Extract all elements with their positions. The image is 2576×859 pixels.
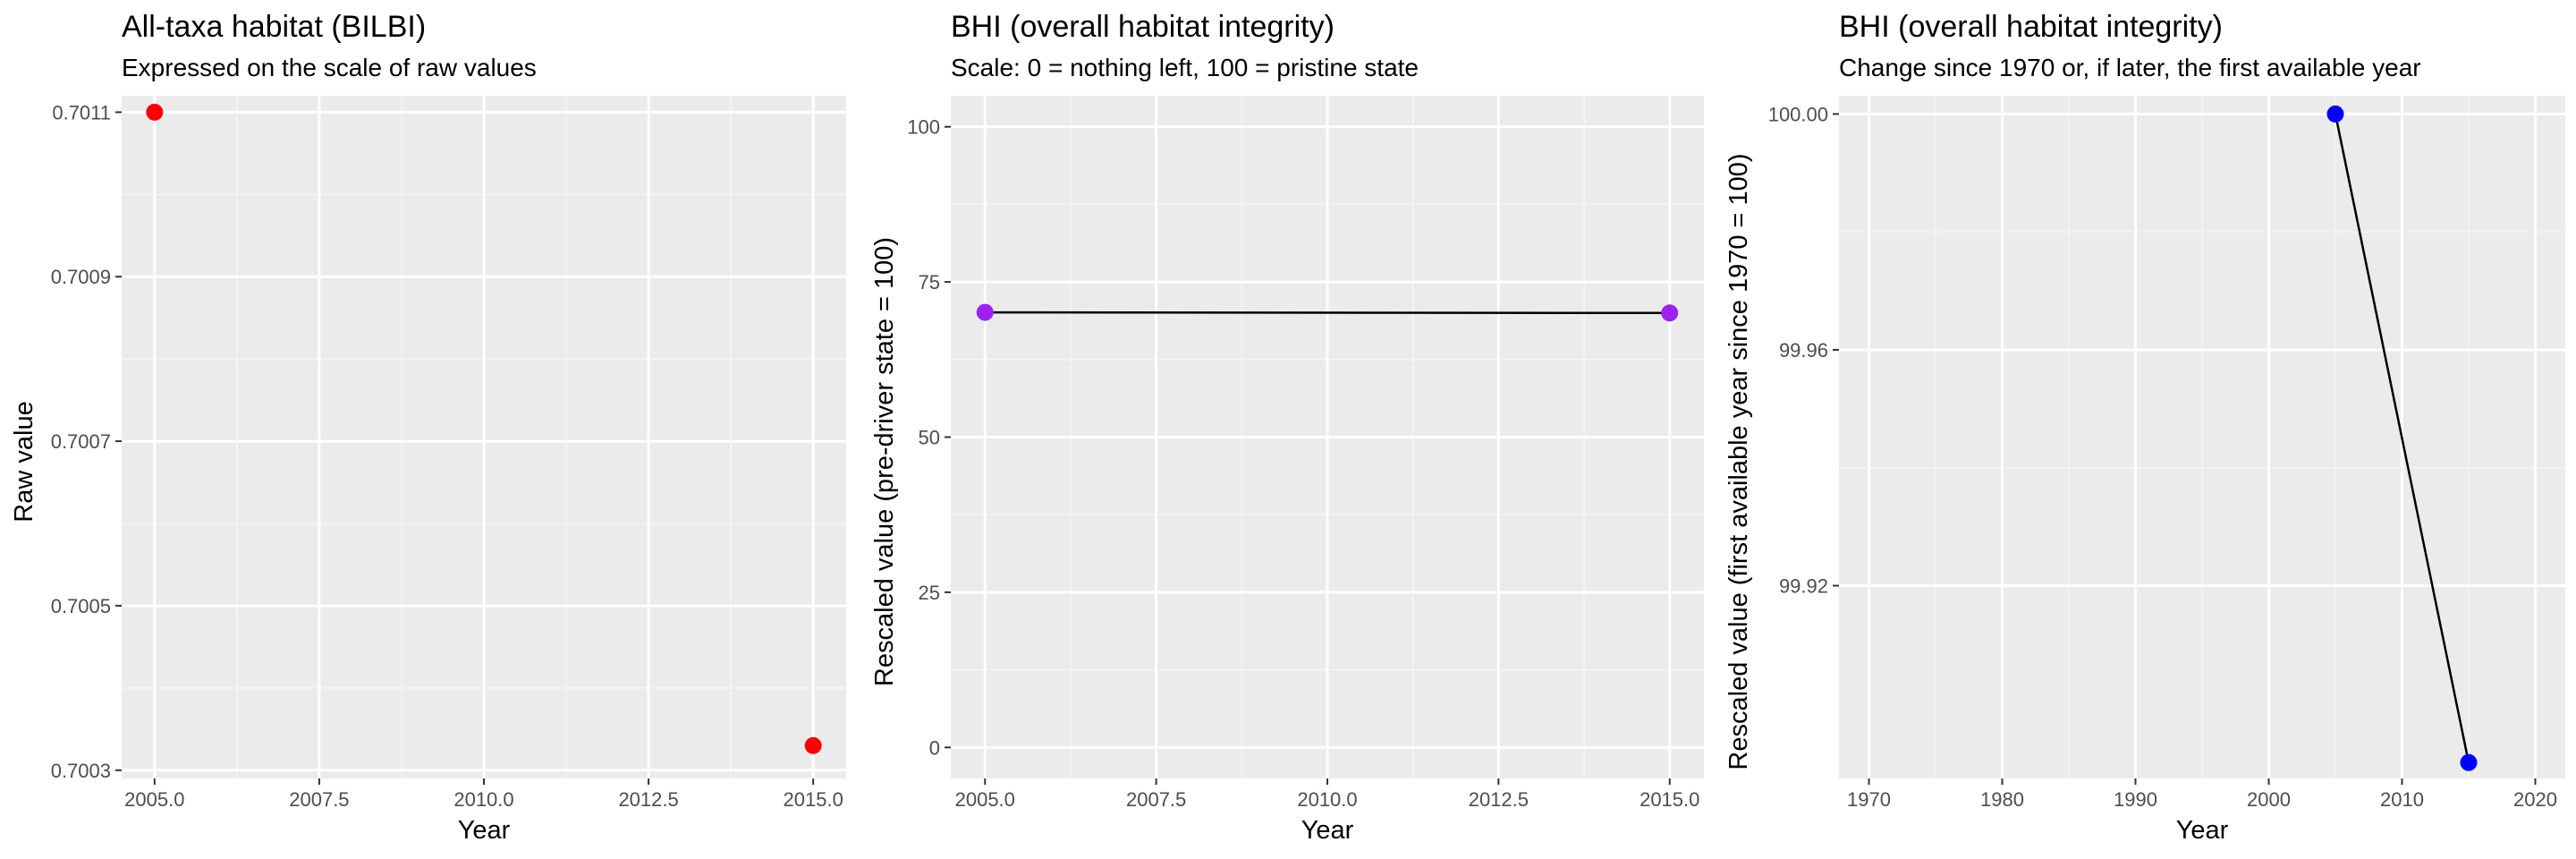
y-tick-label: 100.00 <box>1768 103 1828 125</box>
data-point <box>2460 753 2478 771</box>
y-tick-label: 0.7007 <box>51 430 111 453</box>
chart-panel-bhi-integrity: BHI (overall habitat integrity) Scale: 0… <box>870 10 1704 845</box>
x-tick-label: 2015.0 <box>784 788 843 811</box>
x-tick-label: 1990 <box>2114 788 2157 811</box>
y-tick-label: 99.92 <box>1779 575 1828 598</box>
y-tick-label: 100 <box>907 116 940 139</box>
series-line <box>2334 114 2470 763</box>
data-point <box>804 736 822 754</box>
x-axis-title: Year <box>458 816 511 845</box>
x-tick-label: 2012.5 <box>1469 788 1529 811</box>
x-tick-label: 2007.5 <box>289 788 349 811</box>
chart-panel-bilbi: All-taxa habitat (BILBI) Expressed on th… <box>10 10 846 845</box>
x-tick-label: 2005.0 <box>124 788 184 811</box>
chart-subtitle: Expressed on the scale of raw values <box>122 54 537 81</box>
x-tick-label: 2000 <box>2247 788 2291 811</box>
y-tick-label: 99.96 <box>1779 339 1828 361</box>
x-tick-label: 2005.0 <box>955 788 1015 811</box>
data-point <box>1661 304 1679 322</box>
plot-area: 2005.0 2007.5 2010.0 2012.5 2015.0 0.7003 0.70… <box>51 96 846 811</box>
y-tick-label: 25 <box>919 582 940 604</box>
y-tick-label: 0.7009 <box>51 266 111 288</box>
series-line <box>985 310 1670 315</box>
x-tick-label: 2015.0 <box>1640 788 1699 811</box>
y-axis-title: Rescaled value (first available year sin… <box>1724 153 1753 770</box>
data-point <box>976 303 994 321</box>
chart-panel-bhi-change: BHI (overall habitat integrity) Change s… <box>1724 10 2565 845</box>
chart-subtitle: Scale: 0 = nothing left, 100 = pristine … <box>951 54 1419 81</box>
data-point <box>2326 105 2344 123</box>
x-tick-label: 2010.0 <box>453 788 513 811</box>
x-axis-title: Year <box>1301 816 1354 845</box>
plot-area: 1970 1980 1990 2000 2010 2020 99.92 99.96 100.00 <box>1768 96 2565 811</box>
x-axis-title: Year <box>2176 816 2229 845</box>
x-tick-label: 2012.5 <box>618 788 678 811</box>
x-tick-label: 2020 <box>2513 788 2557 811</box>
x-tick-label: 1980 <box>1980 788 2024 811</box>
y-tick-label: 0.7011 <box>52 101 111 123</box>
chart-title: BHI (overall habitat integrity) <box>1839 10 2223 44</box>
y-tick-label: 75 <box>919 271 940 293</box>
chart-title: BHI (overall habitat integrity) <box>951 10 1335 44</box>
y-axis-title: Raw value <box>10 401 38 522</box>
data-point <box>146 103 164 121</box>
x-tick-label: 2010.0 <box>1297 788 1357 811</box>
chart-subtitle: Change since 1970 or, if later, the firs… <box>1839 54 2421 81</box>
chart-title: All-taxa habitat (BILBI) <box>122 10 426 44</box>
y-tick-label: 0.7005 <box>51 595 111 617</box>
y-tick-label: 50 <box>919 427 940 449</box>
y-tick-label: 0.7003 <box>51 760 111 782</box>
y-axis-title: Rescaled value (pre-driver state = 100) <box>870 237 899 686</box>
x-tick-label: 2010 <box>2380 788 2424 811</box>
x-tick-label: 2007.5 <box>1126 788 1186 811</box>
x-tick-label: 1970 <box>1847 788 1891 811</box>
y-tick-label: 0 <box>929 736 940 759</box>
plot-area: 2005.0 2007.5 2010.0 2012.5 2015.0 0 25 50 75 100 <box>907 96 1704 811</box>
